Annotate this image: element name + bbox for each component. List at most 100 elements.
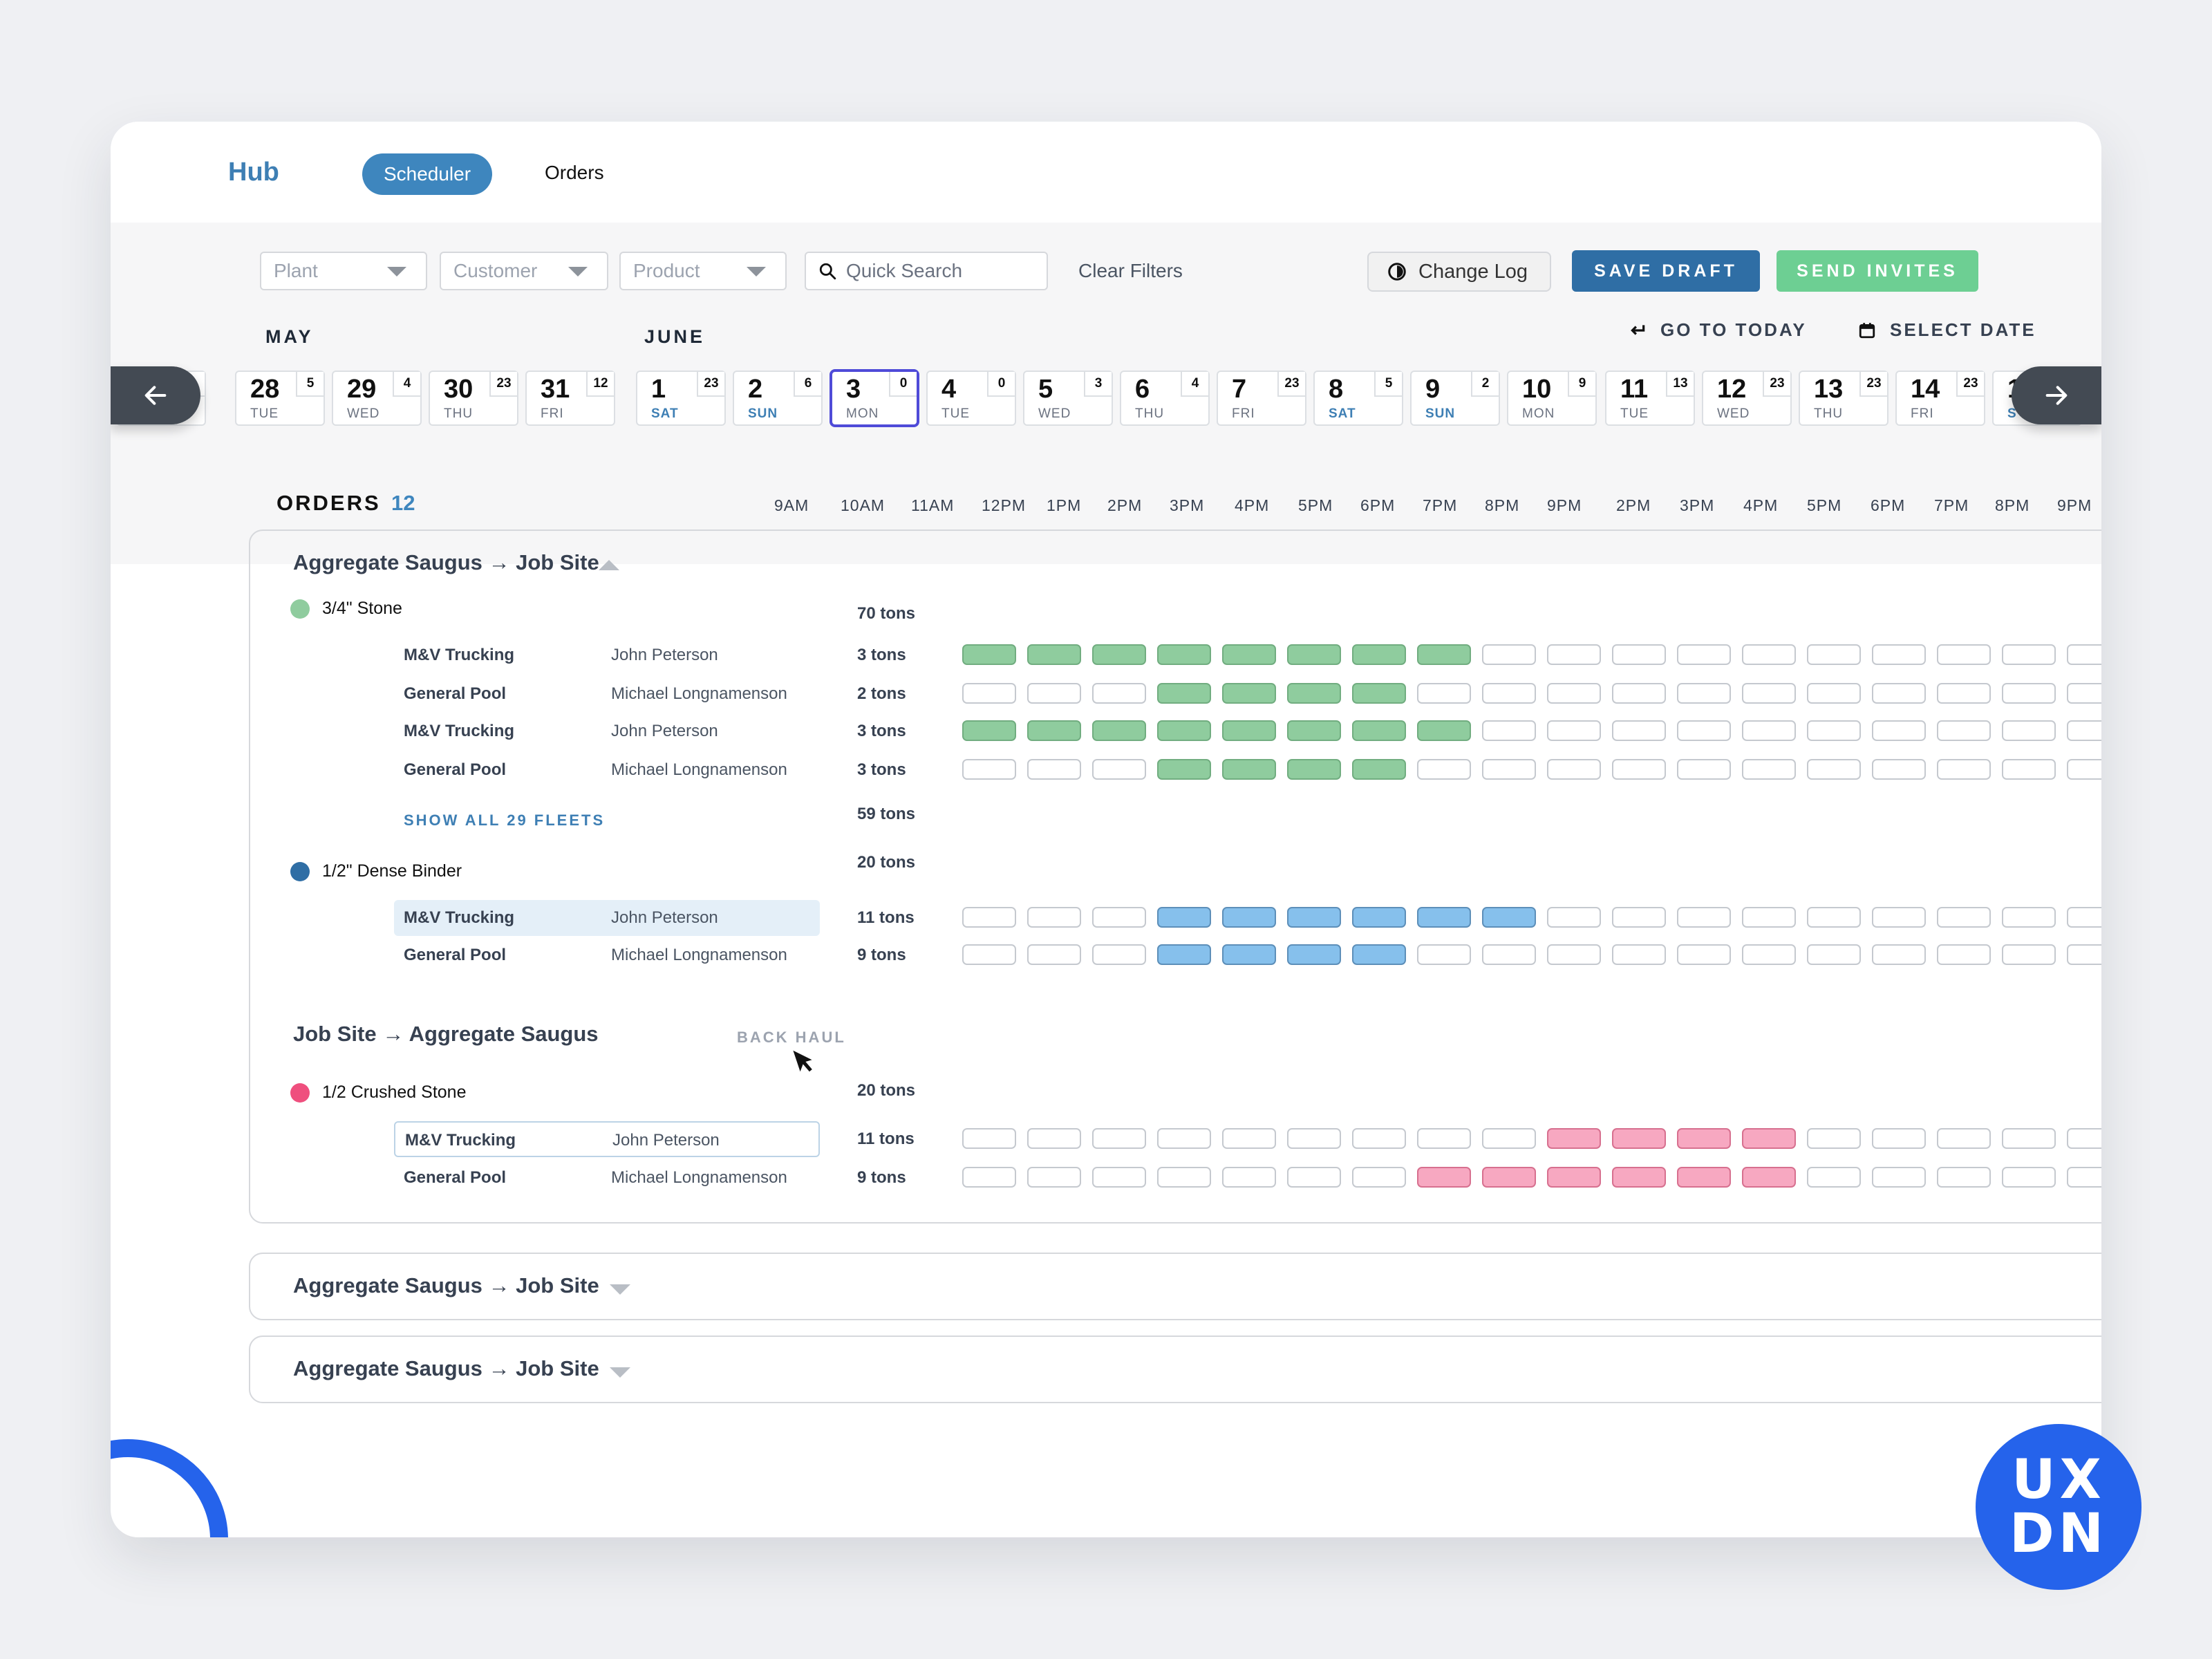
- time-slot[interactable]: [1612, 1167, 1666, 1188]
- time-slot[interactable]: [1937, 759, 1991, 780]
- time-slot[interactable]: [1157, 1128, 1211, 1149]
- time-slot[interactable]: [1547, 720, 1601, 741]
- time-slot[interactable]: [1417, 720, 1471, 741]
- fleet-row[interactable]: General Pool Michael Longnamenson: [394, 937, 820, 973]
- time-slot[interactable]: [1287, 683, 1341, 704]
- fleet-row[interactable]: General Pool Michael Longnamenson: [394, 752, 820, 788]
- nav-tab-scheduler[interactable]: Scheduler: [362, 153, 492, 195]
- date-cell[interactable]: 3 MON 0: [830, 369, 919, 427]
- time-slot[interactable]: [2067, 720, 2101, 741]
- save-draft-button[interactable]: SAVE DRAFT: [1572, 250, 1760, 292]
- time-slot[interactable]: [1092, 683, 1146, 704]
- time-slot[interactable]: [1937, 1128, 1991, 1149]
- date-cell[interactable]: 1 SAT 23: [636, 371, 726, 426]
- time-slot[interactable]: [1677, 720, 1731, 741]
- group-title[interactable]: Aggregate Saugus → Job Site: [293, 550, 599, 574]
- time-slot[interactable]: [2002, 944, 2056, 965]
- time-slot[interactable]: [1547, 944, 1601, 965]
- nav-tab-orders[interactable]: Orders: [545, 162, 604, 183]
- time-slot[interactable]: [1352, 1167, 1406, 1188]
- time-slot[interactable]: [2067, 1167, 2101, 1188]
- time-slot[interactable]: [1222, 720, 1276, 741]
- time-slot[interactable]: [962, 759, 1016, 780]
- time-slot[interactable]: [1417, 759, 1471, 780]
- time-slot[interactable]: [1742, 683, 1796, 704]
- quick-search-input[interactable]: Quick Search: [805, 252, 1048, 290]
- time-slot[interactable]: [1612, 644, 1666, 665]
- time-slot[interactable]: [1352, 944, 1406, 965]
- time-slot[interactable]: [1482, 644, 1536, 665]
- chevron-down-icon[interactable]: [610, 1284, 630, 1295]
- date-cell[interactable]: 31 FRI 12: [525, 371, 615, 426]
- time-slot[interactable]: [1937, 1167, 1991, 1188]
- date-cell[interactable]: 7 FRI 23: [1217, 371, 1306, 426]
- fleet-row[interactable]: M&V Trucking John Peterson: [394, 1121, 820, 1157]
- time-slot[interactable]: [1677, 683, 1731, 704]
- time-slot[interactable]: [1287, 720, 1341, 741]
- date-cell[interactable]: 28 TUE 5: [235, 371, 325, 426]
- clear-filters-link[interactable]: Clear Filters: [1078, 260, 1183, 281]
- time-slot[interactable]: [1092, 907, 1146, 928]
- customer-filter[interactable]: Customer: [440, 252, 608, 290]
- date-cell[interactable]: 9 SUN 2: [1410, 371, 1500, 426]
- time-slot[interactable]: [1222, 1167, 1276, 1188]
- time-slot[interactable]: [1027, 1167, 1081, 1188]
- time-slot[interactable]: [1612, 1128, 1666, 1149]
- time-slot[interactable]: [2067, 907, 2101, 928]
- time-slot[interactable]: [1222, 907, 1276, 928]
- time-slot[interactable]: [1222, 683, 1276, 704]
- time-slot[interactable]: [1677, 1128, 1731, 1149]
- plant-filter[interactable]: Plant: [260, 252, 427, 290]
- time-slot[interactable]: [1092, 644, 1146, 665]
- time-slot[interactable]: [1872, 683, 1926, 704]
- time-slot[interactable]: [1872, 644, 1926, 665]
- time-slot[interactable]: [1872, 759, 1926, 780]
- time-slot[interactable]: [2067, 759, 2101, 780]
- time-slot[interactable]: [2067, 1128, 2101, 1149]
- date-cell[interactable]: 6 THU 4: [1120, 371, 1210, 426]
- time-slot[interactable]: [1612, 683, 1666, 704]
- time-slot[interactable]: [1807, 759, 1861, 780]
- time-slot[interactable]: [1807, 907, 1861, 928]
- time-slot[interactable]: [1547, 907, 1601, 928]
- time-slot[interactable]: [1352, 759, 1406, 780]
- time-slot[interactable]: [1027, 944, 1081, 965]
- fleet-row[interactable]: M&V Trucking John Peterson: [394, 900, 820, 936]
- time-slot[interactable]: [1287, 644, 1341, 665]
- time-slot[interactable]: [1222, 944, 1276, 965]
- time-slot[interactable]: [1677, 944, 1731, 965]
- time-slot[interactable]: [1222, 644, 1276, 665]
- time-slot[interactable]: [1287, 907, 1341, 928]
- date-cell[interactable]: 10 MON 9: [1507, 371, 1597, 426]
- chevron-down-icon[interactable]: [610, 1367, 630, 1378]
- send-invites-button[interactable]: SEND INVITES: [1777, 250, 1978, 292]
- date-cell[interactable]: 29 WED 4: [332, 371, 422, 426]
- previous-dates-button[interactable]: [111, 366, 200, 424]
- time-slot[interactable]: [1612, 759, 1666, 780]
- time-slot[interactable]: [1417, 1167, 1471, 1188]
- date-cell[interactable]: 2 SUN 6: [733, 371, 823, 426]
- time-slot[interactable]: [1872, 944, 1926, 965]
- time-slot[interactable]: [1482, 1128, 1536, 1149]
- time-slot[interactable]: [962, 683, 1016, 704]
- time-slot[interactable]: [1417, 683, 1471, 704]
- time-slot[interactable]: [1287, 944, 1341, 965]
- time-slot[interactable]: [1612, 907, 1666, 928]
- time-slot[interactable]: [1482, 683, 1536, 704]
- time-slot[interactable]: [1742, 907, 1796, 928]
- time-slot[interactable]: [1352, 720, 1406, 741]
- time-slot[interactable]: [1417, 944, 1471, 965]
- time-slot[interactable]: [1157, 644, 1211, 665]
- time-slot[interactable]: [962, 720, 1016, 741]
- order-group-collapsed[interactable]: [249, 1253, 2101, 1320]
- group-title[interactable]: Aggregate Saugus → Job Site: [293, 1356, 599, 1380]
- time-slot[interactable]: [1937, 720, 1991, 741]
- time-slot[interactable]: [2067, 944, 2101, 965]
- time-slot[interactable]: [1352, 644, 1406, 665]
- time-slot[interactable]: [1807, 720, 1861, 741]
- time-slot[interactable]: [2002, 759, 2056, 780]
- time-slot[interactable]: [2002, 1167, 2056, 1188]
- time-slot[interactable]: [1417, 644, 1471, 665]
- date-cell[interactable]: 12 WED 23: [1702, 371, 1792, 426]
- time-slot[interactable]: [1547, 683, 1601, 704]
